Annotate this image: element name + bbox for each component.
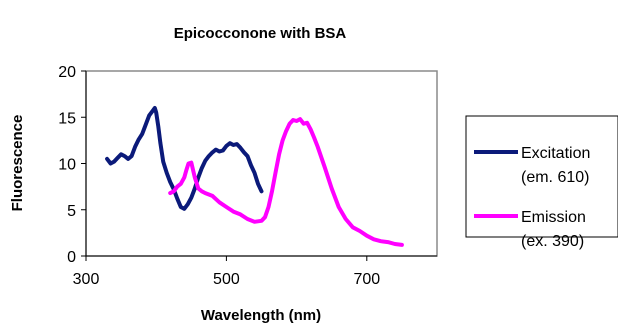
series-layer xyxy=(105,106,404,247)
x-axis-ticks: 300 500 700 xyxy=(73,256,380,288)
legend-label-emission: Emission xyxy=(521,209,586,226)
y-tick-label: 20 xyxy=(58,64,76,81)
y-axis-title: Fluorescence xyxy=(9,115,26,212)
y-tick-label: 10 xyxy=(58,157,76,174)
legend: Excitation (em. 610) Emission (ex. 390) xyxy=(465,115,618,250)
x-axis-title: Wavelength (nm) xyxy=(201,307,321,324)
x-tick-label: 300 xyxy=(73,271,100,288)
y-tick-label: 15 xyxy=(58,110,76,127)
legend-label-excitation: Excitation xyxy=(521,145,590,162)
series-line-excitation xyxy=(105,106,264,211)
x-tick-label: 500 xyxy=(213,271,240,288)
y-tick-label: 5 xyxy=(67,203,76,220)
plot-area xyxy=(85,70,438,257)
series-line-emission xyxy=(168,117,404,247)
y-axis-ticks: 0 5 10 15 20 xyxy=(58,64,86,266)
legend-sublabel-emission: (ex. 390) xyxy=(521,233,584,250)
x-tick-label: 700 xyxy=(353,271,380,288)
legend-sublabel-excitation: (em. 610) xyxy=(521,169,589,186)
y-tick-label: 0 xyxy=(67,249,76,266)
chart-title: Epicocconone with BSA xyxy=(174,25,347,42)
